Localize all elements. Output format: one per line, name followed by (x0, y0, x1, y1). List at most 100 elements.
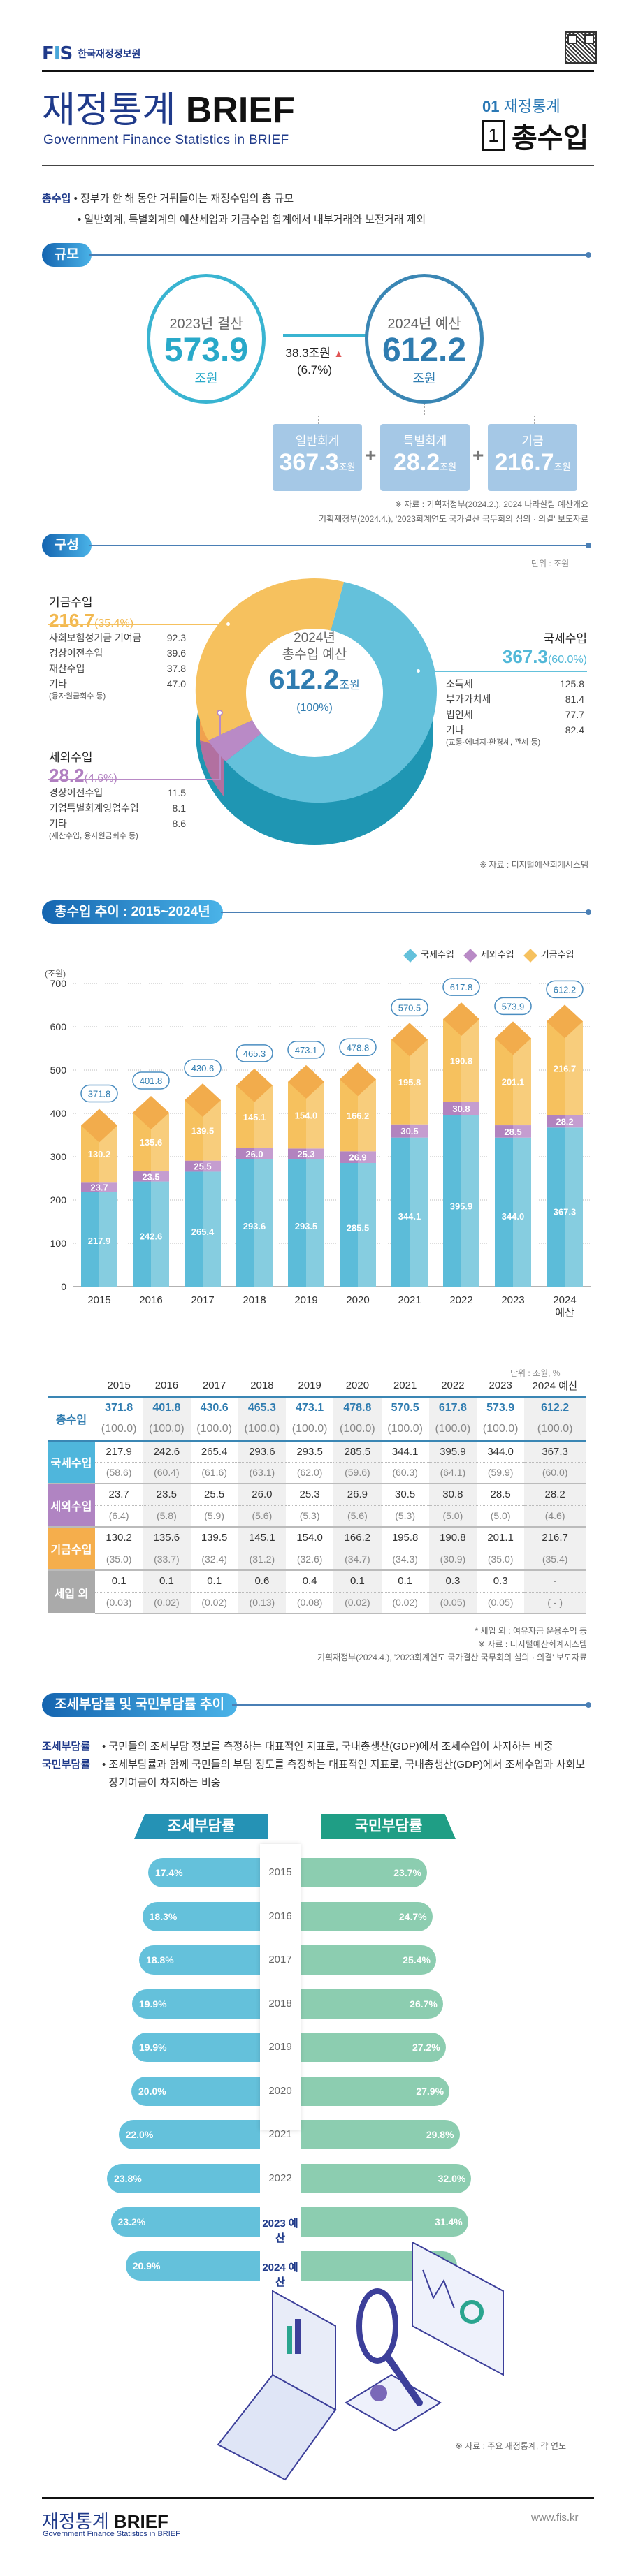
bar-cap (547, 1004, 583, 1039)
table-cell-percent: (100.0) (286, 1418, 334, 1440)
bar-value-label: 195.8 (398, 1077, 421, 1088)
bar-segment (236, 1159, 254, 1287)
y-tick-label: 600 (50, 1021, 67, 1032)
table-cell-percent: (35.0) (95, 1548, 143, 1570)
table-cell-percent: (5.0) (428, 1505, 477, 1527)
bar-cap (340, 1062, 376, 1097)
bar-segment-shade (254, 1148, 273, 1159)
tax-burden-bar: 23.8% (107, 2163, 260, 2193)
table-cell-value: 617.8 (428, 1396, 477, 1419)
table-row: 기금수입 130.2 135.6 139.5 145.1 154.0 166.2 195.8 1… (48, 1526, 586, 1570)
table-cell-percent: (0.03) (95, 1591, 143, 1614)
bar-segment-shade (461, 1102, 479, 1115)
tax-burden-bar: 19.9% (131, 1989, 260, 2019)
table-cell-percent: (58.6) (95, 1461, 143, 1484)
section-header-burden: 조세부담률 및 국민부담률 추이 (42, 1693, 238, 1717)
org-logo[interactable]: FIS 한국재정정보원 (42, 43, 140, 64)
table-cell-value: 0.1 (143, 1569, 191, 1592)
y-axis-unit: (조원) (45, 969, 66, 979)
x-tick-label: 예산 (555, 1307, 574, 1319)
x-tick-label: 2019 (294, 1294, 317, 1306)
table-cell-value: 139.5 (190, 1526, 238, 1549)
table-cell-value: 154.0 (286, 1526, 334, 1549)
bar-segment (185, 1160, 203, 1172)
bar-cap (391, 1023, 428, 1057)
section-header-composition: 구성 (42, 534, 92, 557)
bar-value-label: 395.9 (450, 1201, 473, 1212)
table-unit: 단위 : 조원, % (510, 1368, 561, 1378)
bracket-stem (424, 404, 425, 416)
table-cell-percent: (5.9) (190, 1505, 238, 1527)
total-bubble (546, 980, 584, 999)
table-cell-value: 130.2 (95, 1526, 143, 1549)
qr-code-icon[interactable] (565, 31, 597, 64)
bar-segment (443, 1115, 461, 1287)
section-category: 01 재정통계 (482, 98, 561, 115)
table-cell-value: 285.5 (333, 1439, 382, 1462)
bar-value-label: 285.5 (347, 1222, 370, 1233)
bar-segment-shade (565, 1127, 583, 1287)
table-cell-percent: (100.0) (381, 1418, 429, 1440)
total-bubble (339, 1038, 377, 1057)
topic-title: 1 총수입 (482, 115, 588, 156)
total-label: 617.8 (450, 982, 473, 993)
table-cell-value: 612.2 (524, 1396, 586, 1419)
non-tax-leader-line (48, 779, 221, 780)
table-cell-percent: (34.3) (381, 1548, 429, 1570)
website-link[interactable]: www.fis.kr (531, 2512, 579, 2524)
revenue-table: 2015 2016 2017 2018 2019 2020 2021 2022 2023 2024… (48, 1375, 586, 1614)
total-label: 465.3 (243, 1048, 266, 1059)
section-rule-dot (586, 909, 591, 915)
bar-segment-shade (513, 1137, 531, 1287)
y-tick-label: 200 (50, 1194, 67, 1206)
table-year-header: 2019 (298, 1379, 321, 1391)
table-cell-value: 265.4 (190, 1439, 238, 1462)
bar-value-label: 23.7 (90, 1183, 108, 1193)
bar-segment (495, 1137, 513, 1287)
tax-burden-bar: 19.9% (131, 2033, 260, 2062)
circle-2024-budget: 2024년 예산 612.2 조원 (365, 274, 484, 404)
bar-segment-shade (461, 1115, 479, 1287)
table-row: 국세수입 217.9 242.6 265.4 293.6 293.5 285.5 344.1 3… (48, 1439, 586, 1484)
table-cell-percent: (100.0) (238, 1418, 286, 1440)
bar-cap (81, 1108, 117, 1143)
table-cell-percent: (60.3) (381, 1461, 429, 1484)
bar-cap (133, 1095, 169, 1129)
table-cell-value: 0.1 (190, 1569, 238, 1592)
fis-logo-mark: FIS (42, 43, 73, 64)
bar-segment (340, 1162, 358, 1287)
bar-segment (391, 1039, 410, 1125)
table-cell-percent: (35.0) (477, 1548, 525, 1570)
bar-segment (340, 1151, 358, 1163)
table-cell-value: 135.6 (143, 1526, 191, 1549)
table-cell-percent: (6.4) (95, 1505, 143, 1527)
table-cell-percent: (35.4) (524, 1548, 586, 1570)
bar-value-label: 242.6 (140, 1231, 163, 1241)
x-tick-label: 2023 (501, 1294, 524, 1306)
analytics-devices-illustration (217, 2242, 504, 2481)
table-notes: * 세입 외 : 여유자금 운용수익 등 ※ 자료 : 디지털예산회계시스템 기… (317, 1626, 587, 1662)
table-cell-value: 293.6 (238, 1439, 286, 1462)
total-bubble (494, 997, 532, 1016)
circle-2023-settlement: 2023년 결산 573.9 조원 (147, 274, 266, 404)
table-year-header: 2024 예산 (532, 1380, 578, 1392)
bar-segment-shade (410, 1039, 428, 1125)
bar-value-label: 130.2 (88, 1149, 111, 1159)
section-rule (89, 254, 587, 256)
total-bubble (391, 998, 428, 1017)
section-header-trend: 총수입 추이 : 2015~2024년 (42, 900, 223, 924)
table-cell-value: 0.1 (381, 1569, 429, 1592)
table-year-header: 2020 (345, 1379, 370, 1391)
bar-segment-shade (99, 1192, 117, 1287)
composition-source: ※ 자료 : 디지털예산회계시스템 (479, 860, 588, 870)
table-row: 세입 외 0.1 0.1 0.1 0.6 0.4 0.1 0.1 0.3 0.3- (48, 1569, 586, 1613)
title-rule (42, 165, 594, 166)
table-cell-percent: (5.3) (286, 1505, 334, 1527)
bar-segment (547, 1127, 565, 1287)
table-cell-percent: (100.0) (333, 1418, 382, 1440)
bar-segment-shade (358, 1162, 376, 1287)
tax-burden-bar: 18.3% (142, 1901, 260, 1931)
table-cell-value: 367.3 (524, 1439, 586, 1462)
magnifier-icon (356, 2288, 423, 2406)
table-cell-percent: (0.02) (381, 1591, 429, 1614)
